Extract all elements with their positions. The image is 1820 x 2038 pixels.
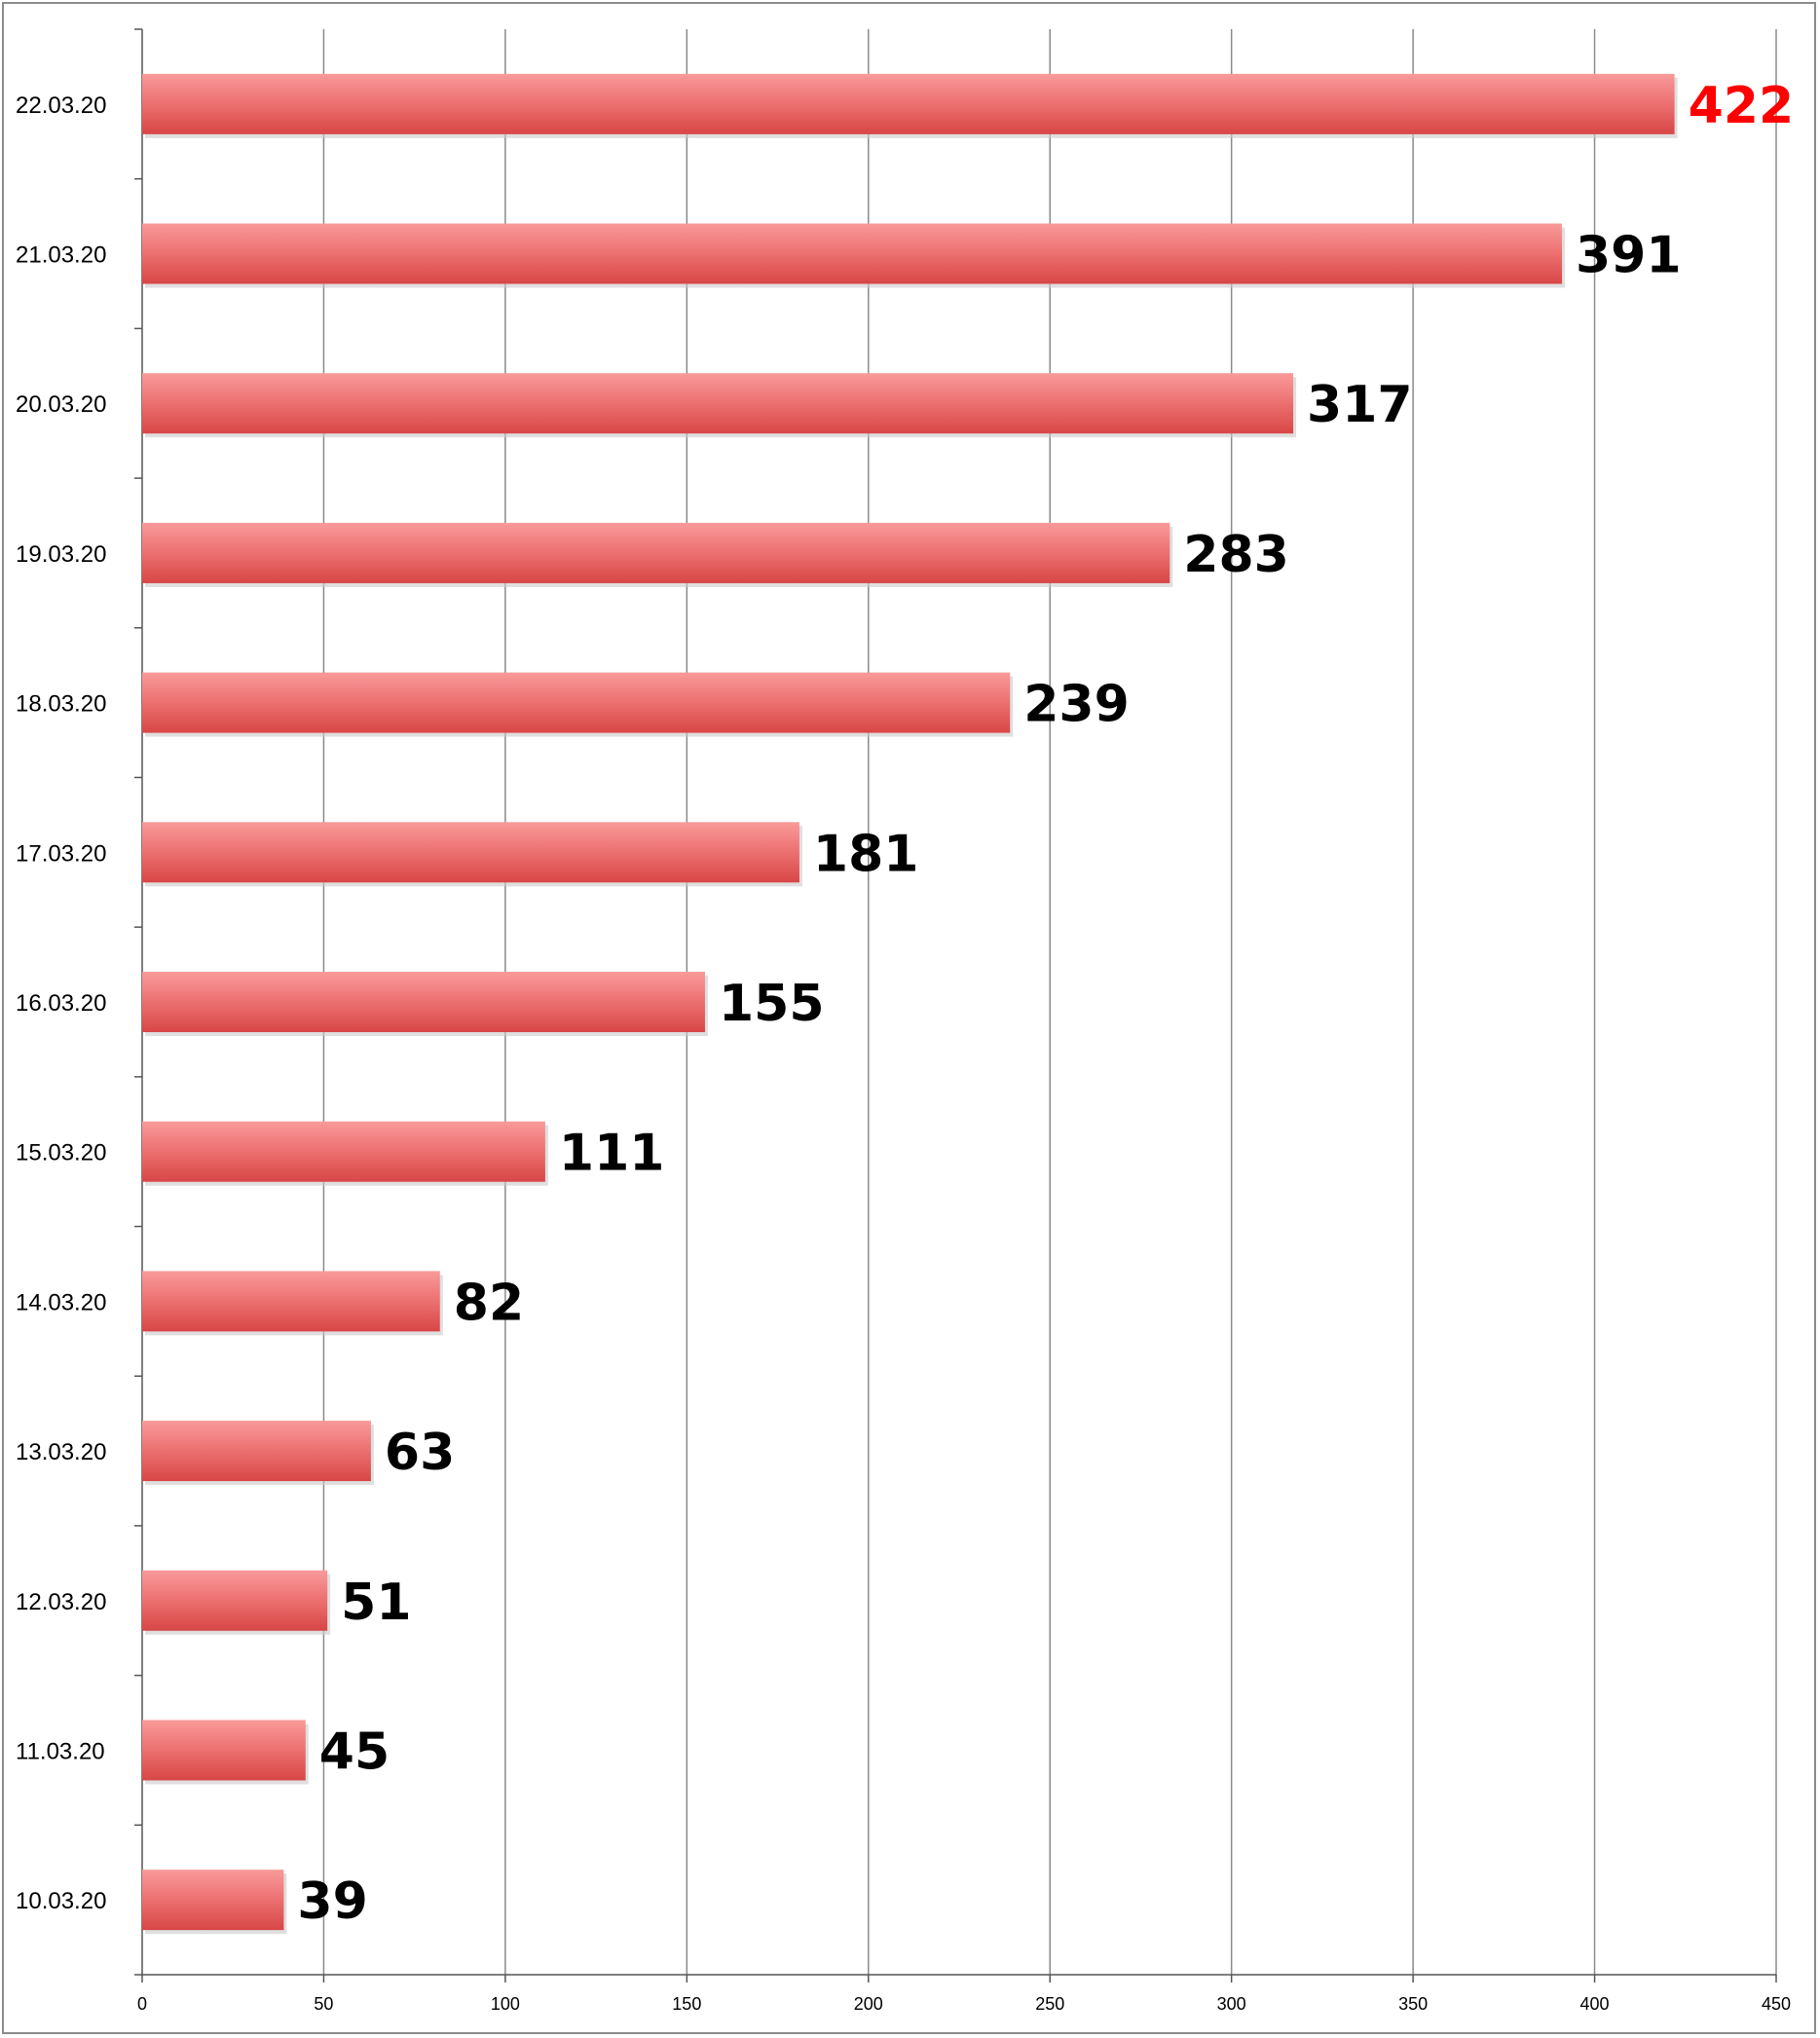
category-label-20.03.20: 20.03.20: [16, 391, 106, 418]
category-label-18.03.20: 18.03.20: [16, 691, 106, 718]
value-label-16.03.20: 155: [719, 975, 825, 1033]
bar-13.03.20: [142, 1421, 371, 1482]
category-label-22.03.20: 22.03.20: [16, 93, 106, 119]
bar-12.03.20: [142, 1570, 328, 1631]
value-label-17.03.20: 181: [813, 825, 919, 883]
category-label-11.03.20: 11.03.20: [16, 1738, 105, 1764]
bars: [142, 73, 1678, 1935]
bar-20.03.20: [142, 373, 1294, 434]
value-label-11.03.20: 45: [319, 1723, 390, 1781]
x-tick-label-100: 100: [491, 1994, 520, 2014]
value-label-15.03.20: 111: [559, 1125, 665, 1183]
value-label-10.03.20: 39: [297, 1872, 367, 1931]
x-tick-label-0: 0: [137, 1994, 147, 2014]
x-tick-label-150: 150: [672, 1994, 701, 2014]
category-label-19.03.20: 19.03.20: [16, 541, 106, 568]
value-label-12.03.20: 51: [341, 1574, 411, 1632]
value-label-18.03.20: 239: [1023, 676, 1130, 734]
value-label-20.03.20: 317: [1307, 376, 1413, 434]
bar-15.03.20: [142, 1121, 545, 1182]
bar-16.03.20: [142, 972, 705, 1032]
value-label-21.03.20: 391: [1576, 227, 1682, 285]
bar-18.03.20: [142, 672, 1011, 733]
bar-21.03.20: [142, 223, 1562, 284]
category-label-10.03.20: 10.03.20: [16, 1888, 106, 1914]
labels: 22.03.20 422 21.03.20 391 20.03.20 317 19.03.2…: [16, 77, 1794, 1931]
value-label-22.03.20: 422: [1689, 77, 1795, 135]
bar-11.03.20: [142, 1720, 306, 1781]
x-tick-label-400: 400: [1580, 1994, 1610, 2014]
bar-22.03.20: [142, 73, 1675, 134]
x-tick-label-50: 50: [314, 1994, 333, 2014]
x-tick-label-200: 200: [854, 1994, 883, 2014]
category-label-12.03.20: 12.03.20: [16, 1589, 106, 1615]
x-tick-label-300: 300: [1217, 1994, 1246, 2014]
category-label-21.03.20: 21.03.20: [16, 242, 106, 269]
category-label-15.03.20: 15.03.20: [16, 1140, 106, 1167]
value-label-14.03.20: 82: [454, 1274, 524, 1332]
value-label-13.03.20: 63: [385, 1424, 455, 1482]
x-tick-label-350: 350: [1398, 1994, 1428, 2014]
x-tick-label-250: 250: [1035, 1994, 1064, 2014]
bar-17.03.20: [142, 822, 799, 883]
category-label-14.03.20: 14.03.20: [16, 1289, 106, 1315]
category-label-13.03.20: 13.03.20: [16, 1439, 106, 1465]
bar-14.03.20: [142, 1271, 440, 1332]
gridlines: [322, 29, 1777, 1975]
x-tick-label-450: 450: [1762, 1994, 1791, 2014]
bar-19.03.20: [142, 522, 1170, 583]
category-label-16.03.20: 16.03.20: [16, 990, 106, 1017]
bar-10.03.20: [142, 1870, 284, 1931]
value-label-19.03.20: 283: [1183, 526, 1289, 584]
category-label-17.03.20: 17.03.20: [16, 840, 106, 867]
